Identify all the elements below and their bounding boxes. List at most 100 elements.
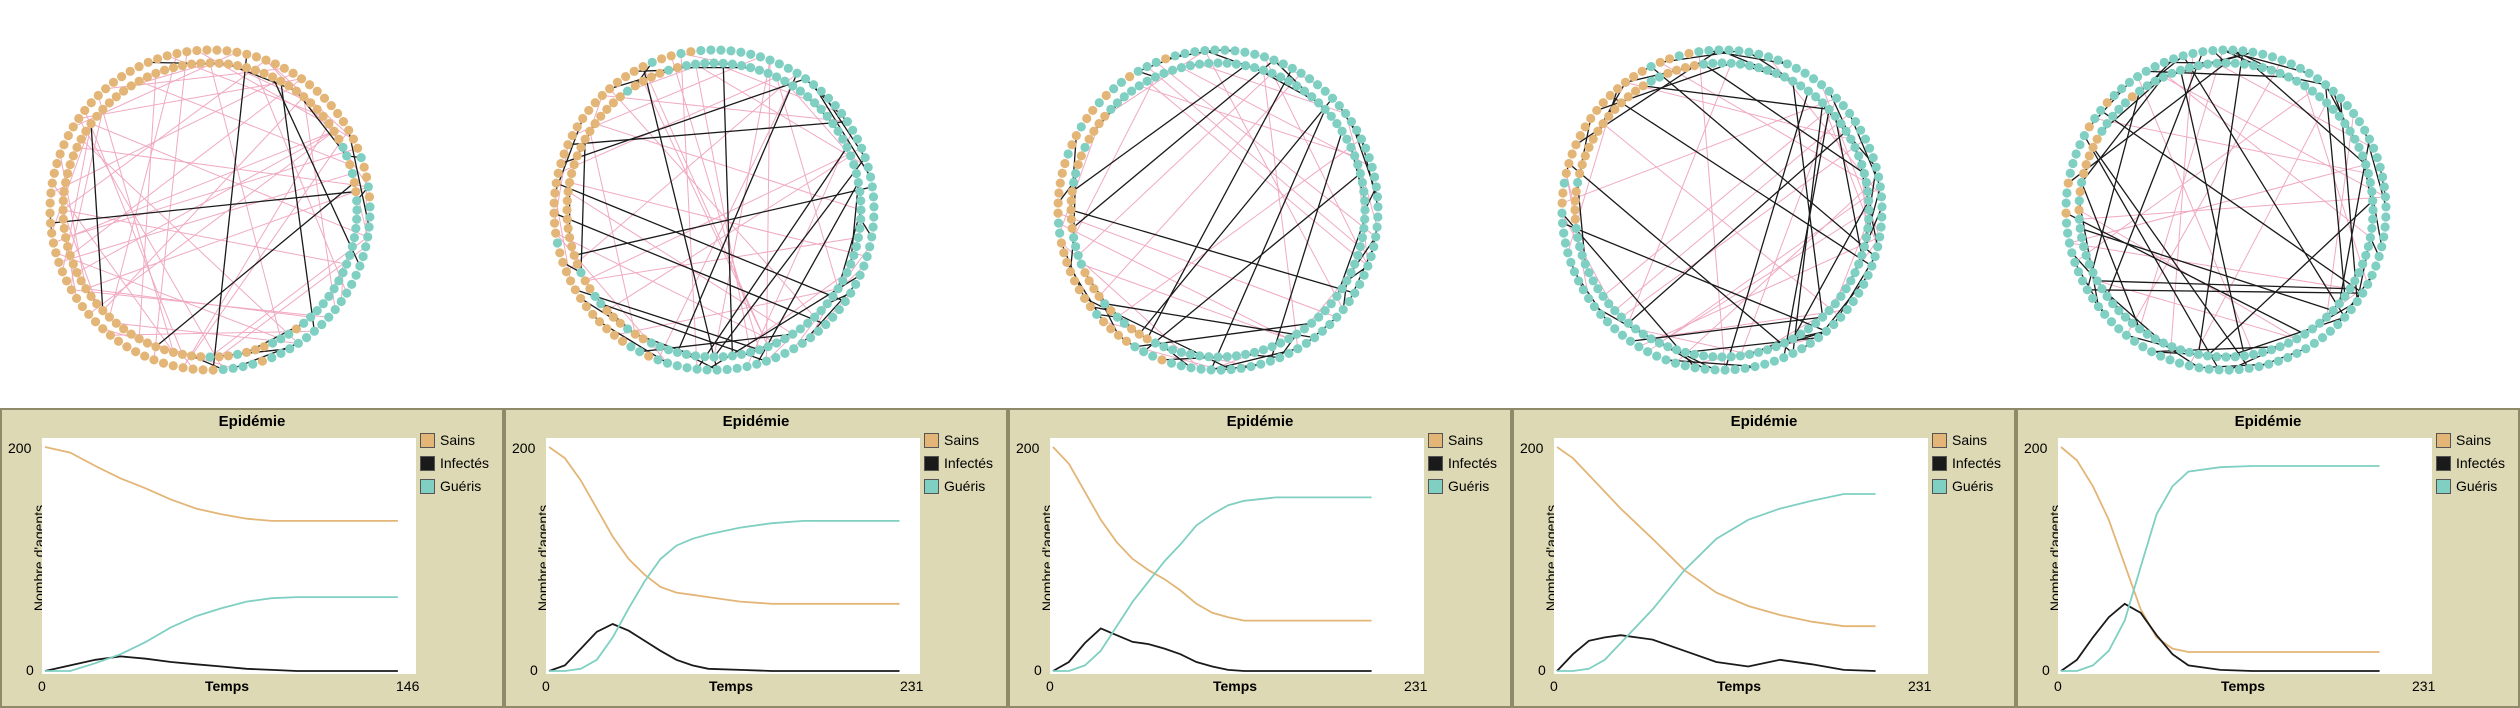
agent-node-sain — [1067, 186, 1077, 197]
agent-node-gueri — [2371, 261, 2381, 271]
agent-node-sain — [113, 336, 124, 346]
agent-node-gueri — [361, 242, 371, 252]
agent-node-sain — [1620, 77, 1631, 88]
agent-node-gueri — [2114, 104, 2124, 114]
agent-node-gueri — [1373, 202, 1383, 212]
agent-node-sain — [567, 131, 577, 141]
agent-node-sain — [259, 342, 269, 352]
agent-node-gueri — [1584, 267, 1594, 278]
weak-link — [2074, 90, 2313, 263]
agent-node-gueri — [1824, 104, 1834, 114]
agent-node-gueri — [840, 296, 850, 307]
agent-node-gueri — [2273, 356, 2283, 366]
agent-node-gueri — [1654, 72, 1665, 82]
weak-link — [62, 209, 347, 265]
agent-node-gueri — [2193, 61, 2204, 71]
agent-node-gueri — [867, 232, 877, 242]
network-view — [0, 0, 504, 408]
agent-node-sain — [324, 118, 334, 129]
agent-node-sain — [1088, 105, 1098, 116]
agent-node-gueri — [828, 312, 838, 322]
agent-node-gueri — [1301, 338, 1311, 349]
agent-node-gueri — [1359, 223, 1369, 234]
agent-node-gueri — [774, 59, 784, 69]
agent-node-gueri — [849, 250, 859, 261]
agent-node-sain — [1561, 168, 1571, 178]
agent-node-sain — [159, 65, 170, 75]
agent-node-sain — [565, 177, 575, 188]
agent-node-sain — [98, 306, 108, 316]
agent-node-gueri — [1850, 142, 1860, 153]
agent-node-gueri — [1680, 361, 1690, 371]
agent-node-sain — [241, 347, 252, 357]
series-line-gueris — [45, 596, 398, 672]
agent-node-gueri — [1332, 291, 1342, 302]
strong-link — [1608, 88, 1619, 117]
agent-node-gueri — [846, 259, 856, 269]
agent-node-gueri — [1231, 59, 1242, 69]
strong-link — [1269, 131, 1343, 362]
agent-node-gueri — [2188, 48, 2198, 59]
agent-node-gueri — [1222, 352, 1232, 362]
agent-node-gueri — [347, 279, 357, 289]
weak-link — [254, 70, 348, 294]
agent-node-gueri — [1204, 58, 1214, 68]
strong-link — [295, 90, 348, 157]
agent-node-gueri — [1588, 276, 1598, 286]
agent-node-gueri — [1353, 159, 1363, 170]
series-line-infectes — [2060, 602, 2380, 672]
agent-node-gueri — [1299, 86, 1310, 96]
agent-node-gueri — [2363, 241, 2373, 252]
weak-link — [1698, 51, 1726, 371]
agent-node-gueri — [1670, 358, 1681, 368]
agent-node-gueri — [816, 306, 826, 316]
agent-node-gueri — [732, 363, 742, 373]
agent-node-sain — [118, 86, 129, 96]
agent-node-gueri — [863, 162, 873, 172]
agent-node-sain — [125, 66, 135, 76]
agent-node-sain — [629, 66, 639, 76]
agent-node-gueri — [2307, 324, 2318, 334]
agent-node-gueri — [1598, 291, 1608, 302]
agent-node-gueri — [1859, 241, 1869, 252]
agent-node-gueri — [1275, 72, 1286, 82]
agent-node-gueri — [821, 319, 831, 330]
agent-node-sain — [186, 351, 197, 361]
agent-node-gueri — [1196, 364, 1206, 374]
agent-node-gueri — [284, 329, 294, 339]
agent-node-gueri — [1811, 318, 1821, 328]
agent-node-gueri — [1569, 267, 1580, 277]
agent-node-sain — [84, 309, 94, 319]
agent-node-gueri — [1818, 98, 1828, 108]
agent-node-gueri — [1167, 65, 1178, 75]
agent-node-gueri — [365, 202, 375, 212]
strong-link — [1609, 94, 1873, 267]
agent-node-gueri — [1566, 257, 1576, 267]
agent-node-gueri — [1327, 93, 1338, 103]
agent-node-sain — [1630, 86, 1641, 96]
strong-link — [2139, 76, 2164, 92]
weak-link — [116, 322, 299, 344]
agent-node-sain — [563, 140, 573, 150]
agent-node-gueri — [1360, 196, 1370, 206]
agent-node-gueri — [1249, 63, 1260, 73]
agent-node-gueri — [2073, 267, 2084, 277]
agent-node-gueri — [1863, 186, 1873, 197]
legend-swatch — [420, 432, 435, 448]
agent-node-gueri — [822, 299, 832, 309]
agent-node-gueri — [1796, 81, 1806, 91]
agent-node-gueri — [2218, 45, 2228, 55]
strong-link — [850, 182, 860, 265]
agent-node-gueri — [2075, 140, 2085, 150]
agent-node-sain — [1106, 306, 1116, 316]
network-graph — [1053, 45, 1383, 375]
agent-node-gueri — [2275, 68, 2285, 78]
agent-node-gueri — [763, 68, 773, 78]
agent-node-gueri — [1220, 45, 1230, 55]
agent-node-gueri — [1069, 177, 1079, 188]
agent-node-sain — [1604, 111, 1614, 121]
agent-node-gueri — [1112, 312, 1122, 322]
agent-node-gueri — [2363, 168, 2373, 179]
agent-node-gueri — [2134, 86, 2145, 96]
strong-link — [2207, 200, 2374, 357]
